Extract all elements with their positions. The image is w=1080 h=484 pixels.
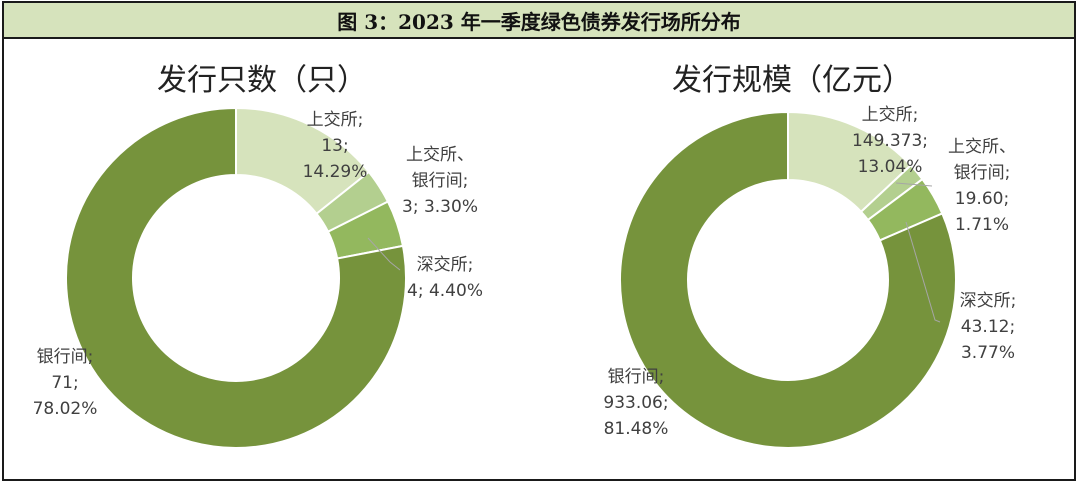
figure-header: 图 3：2023 年一季度绿色债券发行场所分布 bbox=[4, 3, 1074, 39]
data-label-line: 933.06; bbox=[603, 393, 668, 413]
data-label-line: 深交所; bbox=[417, 255, 474, 275]
data-label-line: 3; 3.30% bbox=[402, 197, 478, 217]
data-label-line: 上交所; bbox=[307, 110, 364, 130]
data-label-line: 3.77% bbox=[961, 343, 1015, 363]
data-label: 银行间; 933.06; 81.48% bbox=[603, 367, 668, 439]
data-label-line: 19.60; bbox=[955, 189, 1009, 209]
leader-line bbox=[895, 182, 933, 187]
data-label: 深交所; 43.12; 3.77% bbox=[960, 291, 1017, 363]
data-label-line: 银行间; bbox=[37, 347, 94, 367]
leader-line bbox=[367, 237, 401, 271]
donut-slice bbox=[65, 106, 407, 449]
data-label: 上交所、银行间; 3; 3.30% bbox=[402, 145, 478, 217]
data-label-line: 银行间; bbox=[412, 171, 469, 191]
data-label-line: 78.02% bbox=[33, 399, 98, 419]
data-label-line: 13; bbox=[321, 136, 348, 156]
data-label-line: 81.48% bbox=[604, 419, 669, 439]
data-label-line: 银行间; bbox=[608, 367, 665, 387]
data-label-line: 银行间; bbox=[954, 163, 1011, 183]
data-label-line: 深交所; bbox=[960, 291, 1017, 311]
data-label: 上交所; 13; 14.29% bbox=[303, 110, 368, 182]
figure-title: 图 3：2023 年一季度绿色债券发行场所分布 bbox=[337, 9, 741, 34]
data-label: 深交所; 4; 4.40% bbox=[407, 255, 483, 301]
data-label-line: 43.12; bbox=[961, 317, 1015, 337]
data-label: 银行间; 71; 78.02% bbox=[33, 347, 98, 419]
data-label-line: 上交所、 bbox=[406, 145, 474, 165]
data-label-line: 149.373; bbox=[852, 131, 928, 151]
data-label: 上交所; 149.373; 13.04% bbox=[852, 105, 928, 177]
data-label-line: 13.04% bbox=[858, 157, 923, 177]
data-label-line: 71; bbox=[51, 373, 78, 393]
data-label: 上交所、银行间; 19.60; 1.71% bbox=[948, 137, 1016, 235]
leader-line bbox=[905, 221, 941, 323]
chart-title: 发行只数（只） bbox=[157, 63, 367, 98]
data-label-line: 14.29% bbox=[303, 162, 368, 182]
data-label-line: 1.71% bbox=[955, 215, 1009, 235]
donut-slice bbox=[619, 110, 957, 449]
data-label-line: 上交所、 bbox=[948, 137, 1016, 157]
data-label-line: 上交所; bbox=[862, 105, 919, 125]
data-label-line: 4; 4.40% bbox=[407, 281, 483, 301]
chart-title: 发行规模（亿元） bbox=[672, 63, 912, 98]
